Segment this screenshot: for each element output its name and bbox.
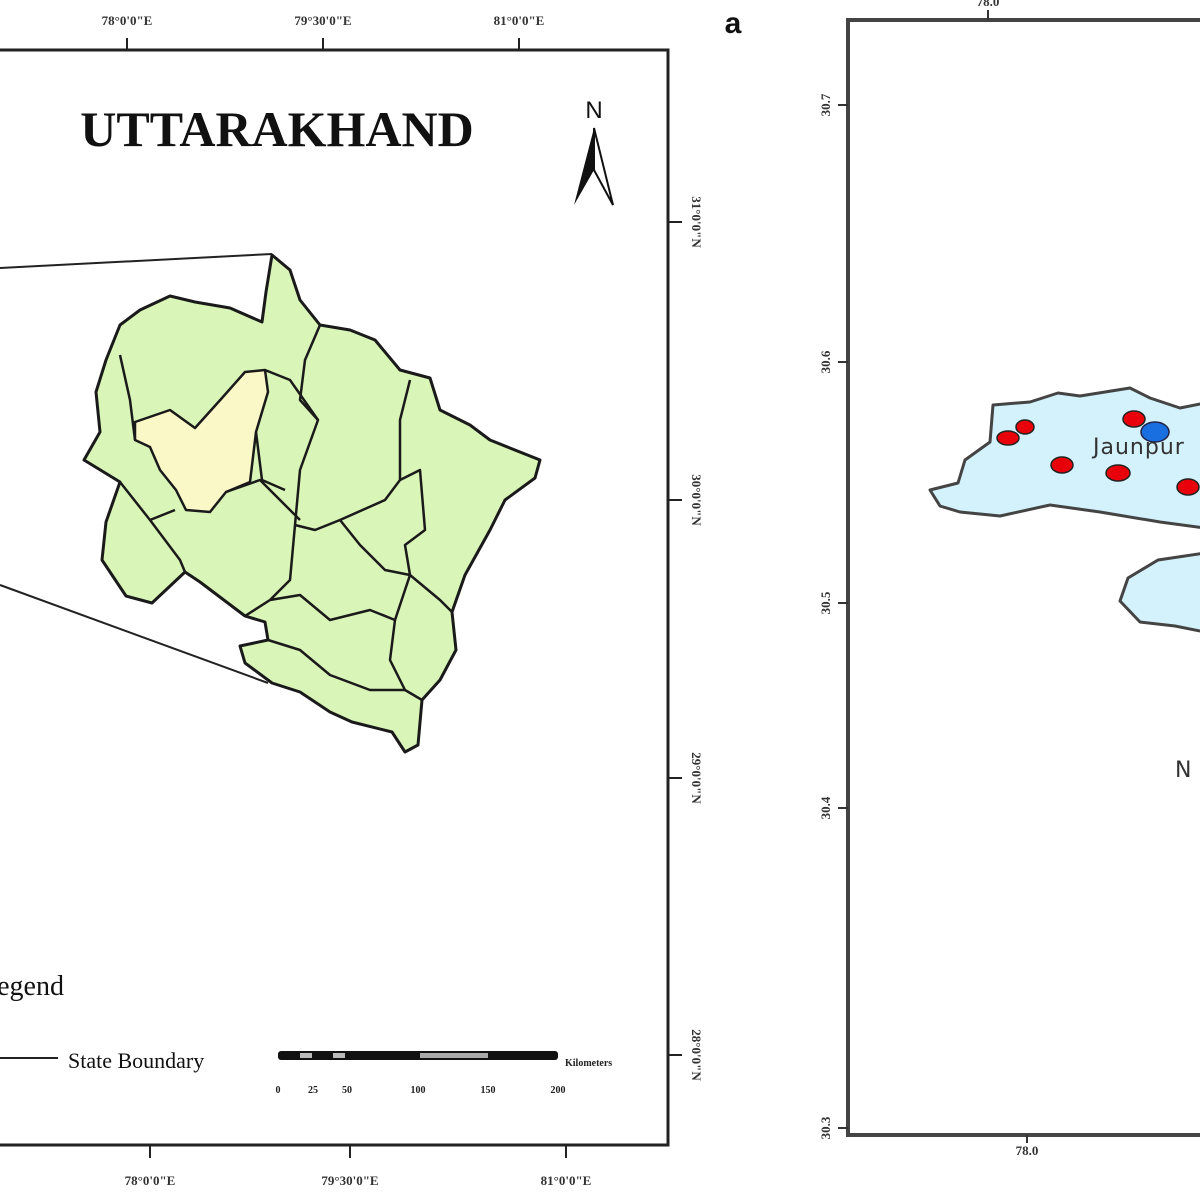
svg-text:N: N — [585, 97, 602, 124]
place-label-n: N — [1175, 758, 1192, 783]
main-site-point — [1140, 421, 1170, 443]
right-map-frame — [846, 18, 1200, 1137]
sample-site-point — [1050, 456, 1074, 474]
top-tick-label: 81°0'0"E — [494, 13, 545, 28]
sample-site-point — [996, 430, 1020, 446]
left-map-frame — [0, 48, 670, 1147]
top-tick-label: 78.0 — [977, 0, 1000, 9]
highlighted-district — [133, 368, 270, 514]
scale-bar — [278, 1051, 558, 1060]
left-tick-label: 30.3 — [818, 1116, 833, 1139]
right-tick-label: 30°0'0"N — [689, 474, 704, 526]
right-ticks — [668, 221, 682, 1056]
right-tick-label: 28°0'0"N — [689, 1029, 704, 1081]
left-tick-label: 30.6 — [818, 350, 833, 373]
left-ticks — [838, 104, 848, 1129]
legend-title: Legend — [0, 971, 64, 1002]
legend-item-state-boundary: State Boundary — [68, 1048, 204, 1073]
panel-label: a — [725, 7, 742, 40]
study-area-second — [1118, 552, 1200, 633]
sample-site-point — [1122, 410, 1146, 428]
top-ticks — [126, 38, 520, 50]
top-tick-label: 78°0'0"E — [102, 13, 153, 28]
bottom-ticks — [149, 1145, 567, 1158]
right-tick-label: 31°0'0"N — [689, 196, 704, 248]
top-tick-label: 79°30'0"E — [294, 13, 351, 28]
scale-label: 25 — [308, 1085, 318, 1096]
sample-sites — [996, 410, 1200, 496]
scale-label: 100 — [411, 1085, 426, 1096]
sample-site-point — [1015, 419, 1035, 435]
sample-site-point — [1105, 464, 1131, 482]
north-arrow-icon: N — [574, 97, 614, 206]
sample-site-point — [1176, 478, 1200, 496]
right-tick-label: 29°0'0"N — [689, 752, 704, 804]
district-boundaries — [118, 324, 453, 702]
bottom-tick-label: 81°0'0"E — [541, 1173, 592, 1188]
scale-label: 50 — [342, 1085, 352, 1096]
state-boundary — [82, 253, 542, 754]
inset-connector-lines — [0, 253, 273, 684]
scale-label: 200 — [551, 1085, 566, 1096]
scale-label: 0 — [276, 1085, 281, 1096]
scale-unit: Kilometers — [565, 1058, 612, 1069]
bottom-tick-label: 78.0 — [1016, 1143, 1039, 1158]
bottom-tick-label: 78°0'0"E — [125, 1173, 176, 1188]
scale-label: 150 — [481, 1085, 496, 1096]
left-tick-label: 30.4 — [818, 796, 833, 819]
place-label-jaunpur: Jaunpur — [1091, 435, 1185, 460]
left-tick-label: 30.5 — [818, 591, 833, 614]
left-tick-label: 30.7 — [818, 93, 833, 116]
bottom-tick-label: 79°30'0"E — [321, 1173, 378, 1188]
map-title: UTTARAKHAND — [80, 101, 474, 157]
